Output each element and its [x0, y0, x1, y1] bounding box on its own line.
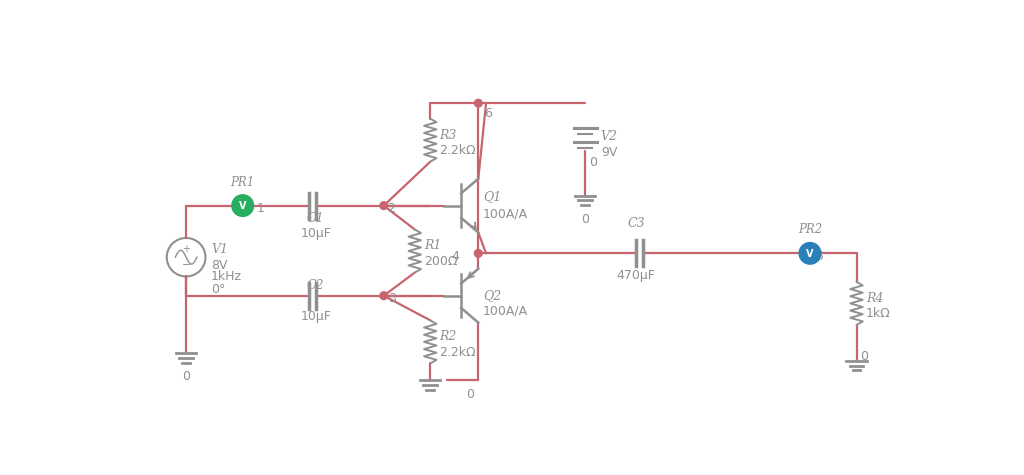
Text: −: −: [181, 260, 190, 270]
Text: 10μF: 10μF: [301, 227, 332, 240]
Text: R1: R1: [424, 239, 441, 253]
Text: 470μF: 470μF: [616, 269, 655, 282]
Text: 2: 2: [388, 202, 395, 215]
Text: 8V: 8V: [211, 259, 227, 272]
Text: 0: 0: [467, 388, 474, 401]
Text: V2: V2: [601, 130, 617, 143]
Text: 2.2kΩ: 2.2kΩ: [439, 346, 476, 359]
Circle shape: [474, 249, 482, 257]
Text: 4: 4: [452, 249, 459, 263]
Text: 3: 3: [388, 292, 395, 305]
Circle shape: [799, 243, 821, 264]
Circle shape: [231, 195, 254, 217]
Text: V: V: [806, 249, 814, 259]
Text: 2.2kΩ: 2.2kΩ: [439, 144, 476, 157]
Text: 6: 6: [484, 107, 493, 120]
Text: V: V: [239, 201, 247, 211]
Text: 0: 0: [582, 212, 589, 226]
Text: 0: 0: [182, 370, 190, 383]
Text: +: +: [182, 245, 190, 255]
Text: Q1: Q1: [483, 190, 501, 203]
Text: PR1: PR1: [230, 176, 255, 189]
Text: 5: 5: [816, 249, 824, 263]
Circle shape: [380, 292, 388, 300]
Text: Q2: Q2: [483, 290, 501, 303]
Text: 1: 1: [257, 202, 264, 215]
Text: C3: C3: [628, 217, 645, 230]
Circle shape: [380, 202, 388, 209]
Text: 100A/A: 100A/A: [483, 305, 528, 318]
Text: R4: R4: [866, 292, 883, 305]
Text: PR2: PR2: [798, 223, 822, 237]
Text: 0: 0: [589, 155, 597, 169]
Circle shape: [474, 99, 482, 107]
Text: 10μF: 10μF: [301, 310, 332, 323]
Text: 100A/A: 100A/A: [483, 207, 528, 220]
Text: 200Ω: 200Ω: [424, 255, 458, 268]
Text: R2: R2: [439, 330, 457, 343]
Text: 9V: 9V: [601, 145, 617, 159]
Text: C1: C1: [306, 212, 324, 225]
Text: V1: V1: [211, 243, 228, 256]
Text: 0°: 0°: [211, 284, 225, 296]
Text: R3: R3: [439, 129, 457, 142]
Text: 1kHz: 1kHz: [211, 270, 242, 283]
Text: 0: 0: [860, 350, 868, 362]
Text: C2: C2: [306, 279, 324, 292]
Text: 1kΩ: 1kΩ: [866, 307, 891, 320]
